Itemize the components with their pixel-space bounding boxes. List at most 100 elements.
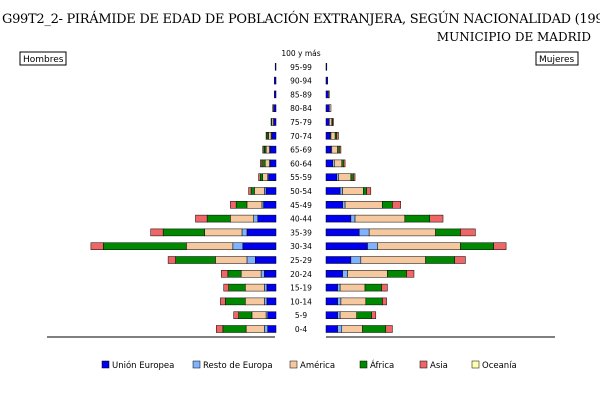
- bar-men-oceania-65-69: [262, 145, 264, 154]
- bar-men-union-europea-70-74: [271, 132, 277, 140]
- bar-men-union-europea-20-24: [264, 270, 277, 278]
- bar-men-union-europea-75-79: [273, 118, 277, 126]
- bar-women-resto-de-europa-10-14: [337, 297, 342, 306]
- bar-men-union-europea-80-84: [273, 104, 277, 112]
- hombres-label-box: [19, 51, 67, 66]
- age-label-75-79: 75-79: [290, 118, 312, 127]
- age-label-100-y-mas: 100 y más: [281, 49, 320, 58]
- bar-women-asia-50-54: [366, 187, 372, 195]
- bar-women-america-80-84: [329, 104, 332, 112]
- age-label-25-29: 25-29: [290, 256, 312, 265]
- legend-item-resto-de-europa: Resto de Europa: [192, 360, 273, 371]
- bar-men-africa-20-24: [227, 270, 242, 278]
- bar-men-union-europea-30-34: [242, 242, 277, 250]
- bar-women-union-europea-90-94: [325, 76, 328, 85]
- bar-women-africa-40-44: [404, 214, 431, 223]
- legend-swatch-asia: [419, 360, 428, 369]
- bar-men-resto-de-europa-25-29: [246, 256, 256, 264]
- bar-women-africa-0-4: [362, 325, 387, 333]
- bar-women-asia-25-29: [454, 256, 466, 264]
- age-label-35-39: 35-39: [290, 228, 312, 237]
- bar-men-oceania-60-64: [259, 159, 262, 168]
- bar-men-africa-45-49: [235, 201, 248, 209]
- bar-men-america-55-59: [262, 173, 268, 181]
- bar-men-africa-55-59: [259, 173, 263, 181]
- bar-women-asia-35-39: [460, 228, 476, 237]
- bar-men-union-europea-10-14: [266, 297, 277, 306]
- legend-label-asia: Asia: [430, 361, 448, 371]
- bar-women-asia-70-74: [336, 132, 339, 140]
- age-label-50-54: 50-54: [290, 187, 312, 196]
- bar-women-america-75-79: [329, 118, 333, 126]
- bar-women-union-europea-35-39: [325, 228, 360, 237]
- bar-women-resto-de-europa-25-29: [350, 256, 362, 264]
- bar-women-union-europea-55-59: [325, 173, 338, 181]
- bar-women-asia-60-64: [343, 159, 346, 168]
- bar-men-asia-70-74: [265, 132, 268, 140]
- age-label-20-24: 20-24: [290, 270, 312, 279]
- bar-men-asia-0-4: [215, 325, 224, 333]
- age-label-0-4: 0-4: [295, 325, 307, 334]
- bar-men-africa-75-79: [270, 118, 273, 126]
- bar-women-africa-45-49: [382, 201, 393, 209]
- age-label-55-59: 55-59: [290, 173, 312, 182]
- bar-men-america-15-19: [245, 283, 265, 292]
- bar-women-resto-de-europa-35-39: [358, 228, 370, 237]
- legend-item-union-europea: Unión Europea: [101, 360, 174, 371]
- bar-men-america-25-29: [215, 256, 248, 264]
- bar-men-asia-50-54: [248, 187, 252, 195]
- bar-women-union-europea-70-74: [325, 132, 331, 140]
- bar-men-asia-35-39: [150, 228, 164, 237]
- bar-men-africa-40-44: [206, 214, 231, 223]
- bar-women-america-40-44: [354, 214, 406, 223]
- chart-title: G99T2_2- PIRÁMIDE DE EDAD DE POBLACIÓN E…: [2, 12, 600, 27]
- age-label-90-94: 90-94: [290, 77, 312, 86]
- bar-women-resto-de-europa-20-24: [342, 270, 348, 278]
- legend-swatch-union-europea: [101, 360, 110, 369]
- bar-women-africa-25-29: [425, 256, 455, 264]
- bar-women-asia-55-59: [353, 173, 356, 181]
- bar-women-america-30-34: [377, 242, 461, 250]
- bar-women-resto-de-europa-5-9: [337, 311, 341, 319]
- legend-swatch-africa: [359, 360, 368, 369]
- bar-men-asia-20-24: [220, 270, 229, 278]
- bar-women-asia-45-49: [392, 201, 401, 209]
- age-label-5-9: 5-9: [295, 311, 307, 320]
- age-label-15-19: 15-19: [290, 284, 312, 293]
- bar-men-america-45-49: [246, 201, 263, 209]
- bar-women-america-25-29: [360, 256, 426, 264]
- bar-men-union-europea-35-39: [246, 228, 277, 237]
- bar-men-union-europea-65-69: [269, 145, 277, 154]
- bar-women-america-35-39: [368, 228, 436, 237]
- bar-men-resto-de-europa-0-4: [264, 325, 268, 333]
- bar-men-africa-5-9: [238, 311, 253, 319]
- bar-men-asia-45-49: [230, 201, 237, 209]
- bar-men-union-europea-85-89: [274, 90, 277, 99]
- bar-men-asia-55-59: [258, 173, 261, 181]
- bar-men-union-europea-15-19: [266, 283, 277, 292]
- bar-women-america-55-59: [338, 173, 352, 181]
- bar-women-asia-0-4: [385, 325, 393, 333]
- bar-men-africa-30-34: [103, 242, 187, 250]
- bar-women-union-europea-45-49: [325, 201, 343, 209]
- bars-layer: [90, 63, 507, 333]
- legend-item-asia: Asia: [419, 360, 448, 371]
- bar-women-africa-50-54: [363, 187, 367, 195]
- legend-label-oceania: Oceanía: [482, 361, 517, 371]
- bar-men-africa-35-39: [162, 228, 205, 237]
- bar-men-resto-de-europa-30-34: [232, 242, 244, 250]
- age-label-95-99: 95-99: [290, 63, 312, 72]
- bar-men-america-30-34: [186, 242, 234, 250]
- bar-women-union-europea-15-19: [325, 283, 338, 292]
- bar-men-asia-25-29: [167, 256, 176, 264]
- bar-women-resto-de-europa-30-34: [367, 242, 378, 250]
- bar-men-america-65-69: [265, 145, 270, 154]
- bar-men-america-10-14: [245, 297, 265, 306]
- legend-swatch-resto-de-europa: [192, 360, 201, 369]
- age-label-70-74: 70-74: [290, 132, 312, 141]
- legend-label-resto-de-europa: Resto de Europa: [203, 361, 273, 371]
- bar-women-asia-5-9: [371, 311, 377, 319]
- bar-men-america-60-64: [264, 159, 270, 168]
- legend-label-america: América: [300, 360, 335, 371]
- bar-women-america-10-14: [340, 297, 367, 306]
